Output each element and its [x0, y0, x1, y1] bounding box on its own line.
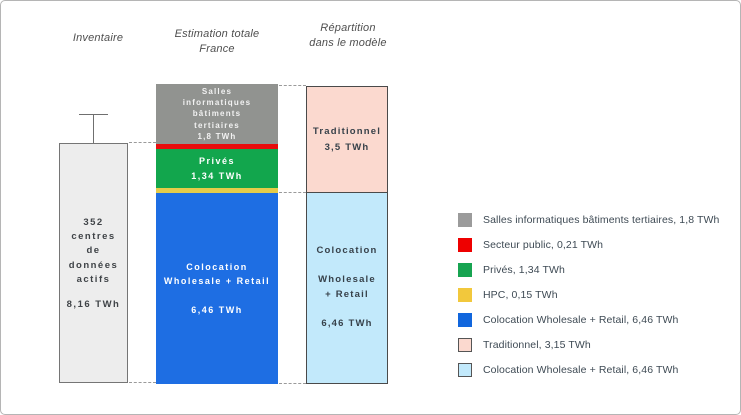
legend-item-prives: Privés, 1,34 TWh: [458, 263, 720, 277]
column-header-repartition-modele: Répartition dans le modèle: [309, 22, 387, 50]
connector-inventory-top: [129, 142, 156, 143]
error-bar-top-cap: [79, 114, 108, 115]
connector-estimation-bottom: [279, 383, 306, 384]
legend-label: Colocation Wholesale + Retail, 6,46 TWh: [483, 364, 679, 376]
segment-traditionnel: Traditionnel 3,5 TWh: [306, 86, 388, 193]
legend-item-hpc: HPC, 0,15 TWh: [458, 288, 720, 302]
segment-traditionnel-label: Traditionnel 3,5 TWh: [312, 126, 382, 153]
segment-colocation-estimation: Colocation Wholesale + Retail 6,46 TWh: [156, 193, 278, 384]
legend-label: Secteur public, 0,21 TWh: [483, 239, 604, 251]
legend-swatch-pink: [458, 338, 472, 352]
segment-prives-label: Privés 1,34 TWh: [191, 156, 243, 181]
connector-inventory-bottom: [129, 382, 156, 383]
legend-label: Salles informatiques bâtiments tertiaire…: [483, 214, 720, 226]
legend-label: Privés, 1,34 TWh: [483, 264, 565, 276]
legend-label: Colocation Wholesale + Retail, 6,46 TWh: [483, 314, 679, 326]
segment-colocation-model: Colocation Wholesale + Retail 6,46 TWh: [306, 192, 388, 384]
column-header-estimation-totale: Estimation totale France: [174, 28, 260, 56]
connector-estimation-top: [279, 85, 306, 86]
connector-estimation-middle: [279, 192, 306, 193]
legend-item-colocation-blue: Colocation Wholesale + Retail, 6,46 TWh: [458, 313, 720, 327]
column-header-inventaire: Inventaire: [72, 32, 124, 44]
segment-prives: Privés 1,34 TWh: [156, 149, 278, 188]
legend-item-colocation-lightblue: Colocation Wholesale + Retail, 6,46 TWh: [458, 363, 720, 377]
segment-salles-informatiques: Salles informatiques bâtiments tertiaire…: [156, 84, 278, 144]
segment-secteur-public: [156, 144, 278, 149]
inventory-bar: 352 centres de données actifs 8,16 TWh: [59, 143, 128, 383]
legend-label: Traditionnel, 3,15 TWh: [483, 339, 591, 351]
legend-swatch-red: [458, 238, 472, 252]
legend-label: HPC, 0,15 TWh: [483, 289, 558, 301]
inventory-bar-label: 352 centres de données actifs: [68, 216, 119, 285]
legend-item-traditionnel: Traditionnel, 3,15 TWh: [458, 338, 720, 352]
segment-colocation-estimation-label: Colocation Wholesale + Retail 6,46 TWh: [163, 261, 271, 315]
estimation-stacked-bar: Salles informatiques bâtiments tertiaire…: [156, 84, 278, 384]
legend-swatch-gray: [458, 213, 472, 227]
segment-colocation-model-label: Colocation Wholesale + Retail 6,46 TWh: [316, 244, 378, 330]
model-stacked-bar: Traditionnel 3,5 TWh Colocation Wholesal…: [306, 86, 388, 384]
segment-salles-informatiques-label: Salles informatiques bâtiments tertiaire…: [182, 87, 252, 141]
legend-swatch-blue: [458, 313, 472, 327]
legend-item-salles-informatiques: Salles informatiques bâtiments tertiaire…: [458, 213, 720, 227]
legend-swatch-green: [458, 263, 472, 277]
inventory-bar-value: 8,16 TWh: [66, 299, 121, 311]
legend-item-secteur-public: Secteur public, 0,21 TWh: [458, 238, 720, 252]
legend: Salles informatiques bâtiments tertiaire…: [458, 213, 720, 388]
error-bar-stem: [93, 114, 94, 160]
legend-swatch-yellow: [458, 288, 472, 302]
segment-hpc: [156, 188, 278, 193]
legend-swatch-lightblue: [458, 363, 472, 377]
